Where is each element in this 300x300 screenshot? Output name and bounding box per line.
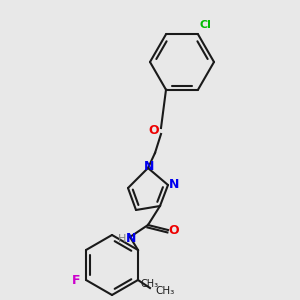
Text: O: O [169, 224, 179, 238]
Text: Cl: Cl [200, 20, 212, 30]
Text: CH₃: CH₃ [155, 286, 174, 296]
Text: H: H [118, 234, 126, 244]
Text: N: N [126, 232, 136, 244]
Text: CH₃: CH₃ [141, 279, 159, 289]
Text: N: N [169, 178, 179, 191]
Text: F: F [72, 274, 80, 286]
Text: O: O [149, 124, 159, 136]
Text: N: N [144, 160, 154, 172]
